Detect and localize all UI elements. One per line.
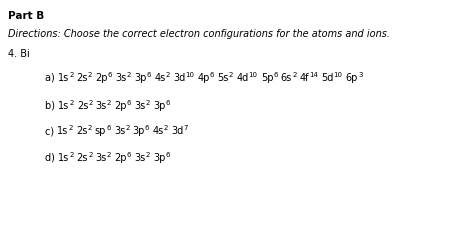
Text: 10: 10 [249,72,258,78]
Text: 4. Bi: 4. Bi [8,49,30,59]
Text: 3d: 3d [173,73,185,83]
Text: 6p: 6p [346,73,358,83]
Text: 3s: 3s [114,126,125,136]
Text: 2p: 2p [115,101,127,111]
Text: 3p: 3p [154,101,166,111]
Text: 2: 2 [127,72,131,78]
Text: 2: 2 [107,152,111,158]
Text: 3s: 3s [96,101,107,111]
Text: 6: 6 [127,100,131,106]
Text: 2: 2 [88,72,92,78]
Text: 6: 6 [273,72,278,78]
Text: c): c) [45,126,57,136]
Text: 3s: 3s [96,153,107,163]
Text: 3p: 3p [153,153,165,163]
Text: 6: 6 [145,125,149,131]
Text: 1s: 1s [58,153,69,163]
Text: 6: 6 [165,152,170,158]
Text: 6: 6 [108,72,112,78]
Text: 6: 6 [210,72,214,78]
Text: 4s: 4s [155,73,165,83]
Text: 2: 2 [69,152,73,158]
Text: 4f: 4f [300,73,309,83]
Text: 2: 2 [146,100,150,106]
Text: 3: 3 [358,72,363,78]
Text: 14: 14 [309,72,318,78]
Text: 2: 2 [125,125,129,131]
Text: 7: 7 [183,125,188,131]
Text: 5d: 5d [321,73,334,83]
Text: 6: 6 [106,125,111,131]
Text: 5p: 5p [261,73,273,83]
Text: 4s: 4s [153,126,164,136]
Text: 3d: 3d [172,126,183,136]
Text: Part B: Part B [8,11,44,21]
Text: 2: 2 [69,72,73,78]
Text: 2: 2 [88,100,92,106]
Text: d): d) [45,153,58,163]
Text: 3s: 3s [135,101,146,111]
Text: 2: 2 [88,152,92,158]
Text: 3p: 3p [133,126,145,136]
Text: 2: 2 [165,72,170,78]
Text: 2: 2 [107,100,111,106]
Text: 6: 6 [127,152,131,158]
Text: 2: 2 [146,152,150,158]
Text: 3s: 3s [116,73,127,83]
Text: 2p: 2p [114,153,127,163]
Text: 2: 2 [292,72,297,78]
Text: 10: 10 [334,72,343,78]
Text: 1s: 1s [57,126,69,136]
Text: 2s: 2s [77,153,88,163]
Text: 1s: 1s [58,101,69,111]
Text: 2p: 2p [95,73,108,83]
Text: 6s: 6s [281,73,292,83]
Text: 2s: 2s [77,73,88,83]
Text: 3p: 3p [134,73,147,83]
Text: 1s: 1s [58,73,69,83]
Text: 3s: 3s [135,153,146,163]
Text: b): b) [45,101,58,111]
Text: Directions: Choose the correct electron configurations for the atoms and ions.: Directions: Choose the correct electron … [8,29,390,39]
Text: 2: 2 [164,125,168,131]
Text: 2: 2 [69,100,74,106]
Text: 2: 2 [229,72,233,78]
Text: 5s: 5s [218,73,229,83]
Text: 2: 2 [69,125,73,131]
Text: 2: 2 [87,125,92,131]
Text: 10: 10 [185,72,194,78]
Text: 6: 6 [166,100,170,106]
Text: 2s: 2s [77,101,88,111]
Text: 6: 6 [147,72,151,78]
Text: sp: sp [95,126,106,136]
Text: 4d: 4d [237,73,249,83]
Text: 2s: 2s [76,126,87,136]
Text: 4p: 4p [198,73,210,83]
Text: a): a) [45,73,58,83]
